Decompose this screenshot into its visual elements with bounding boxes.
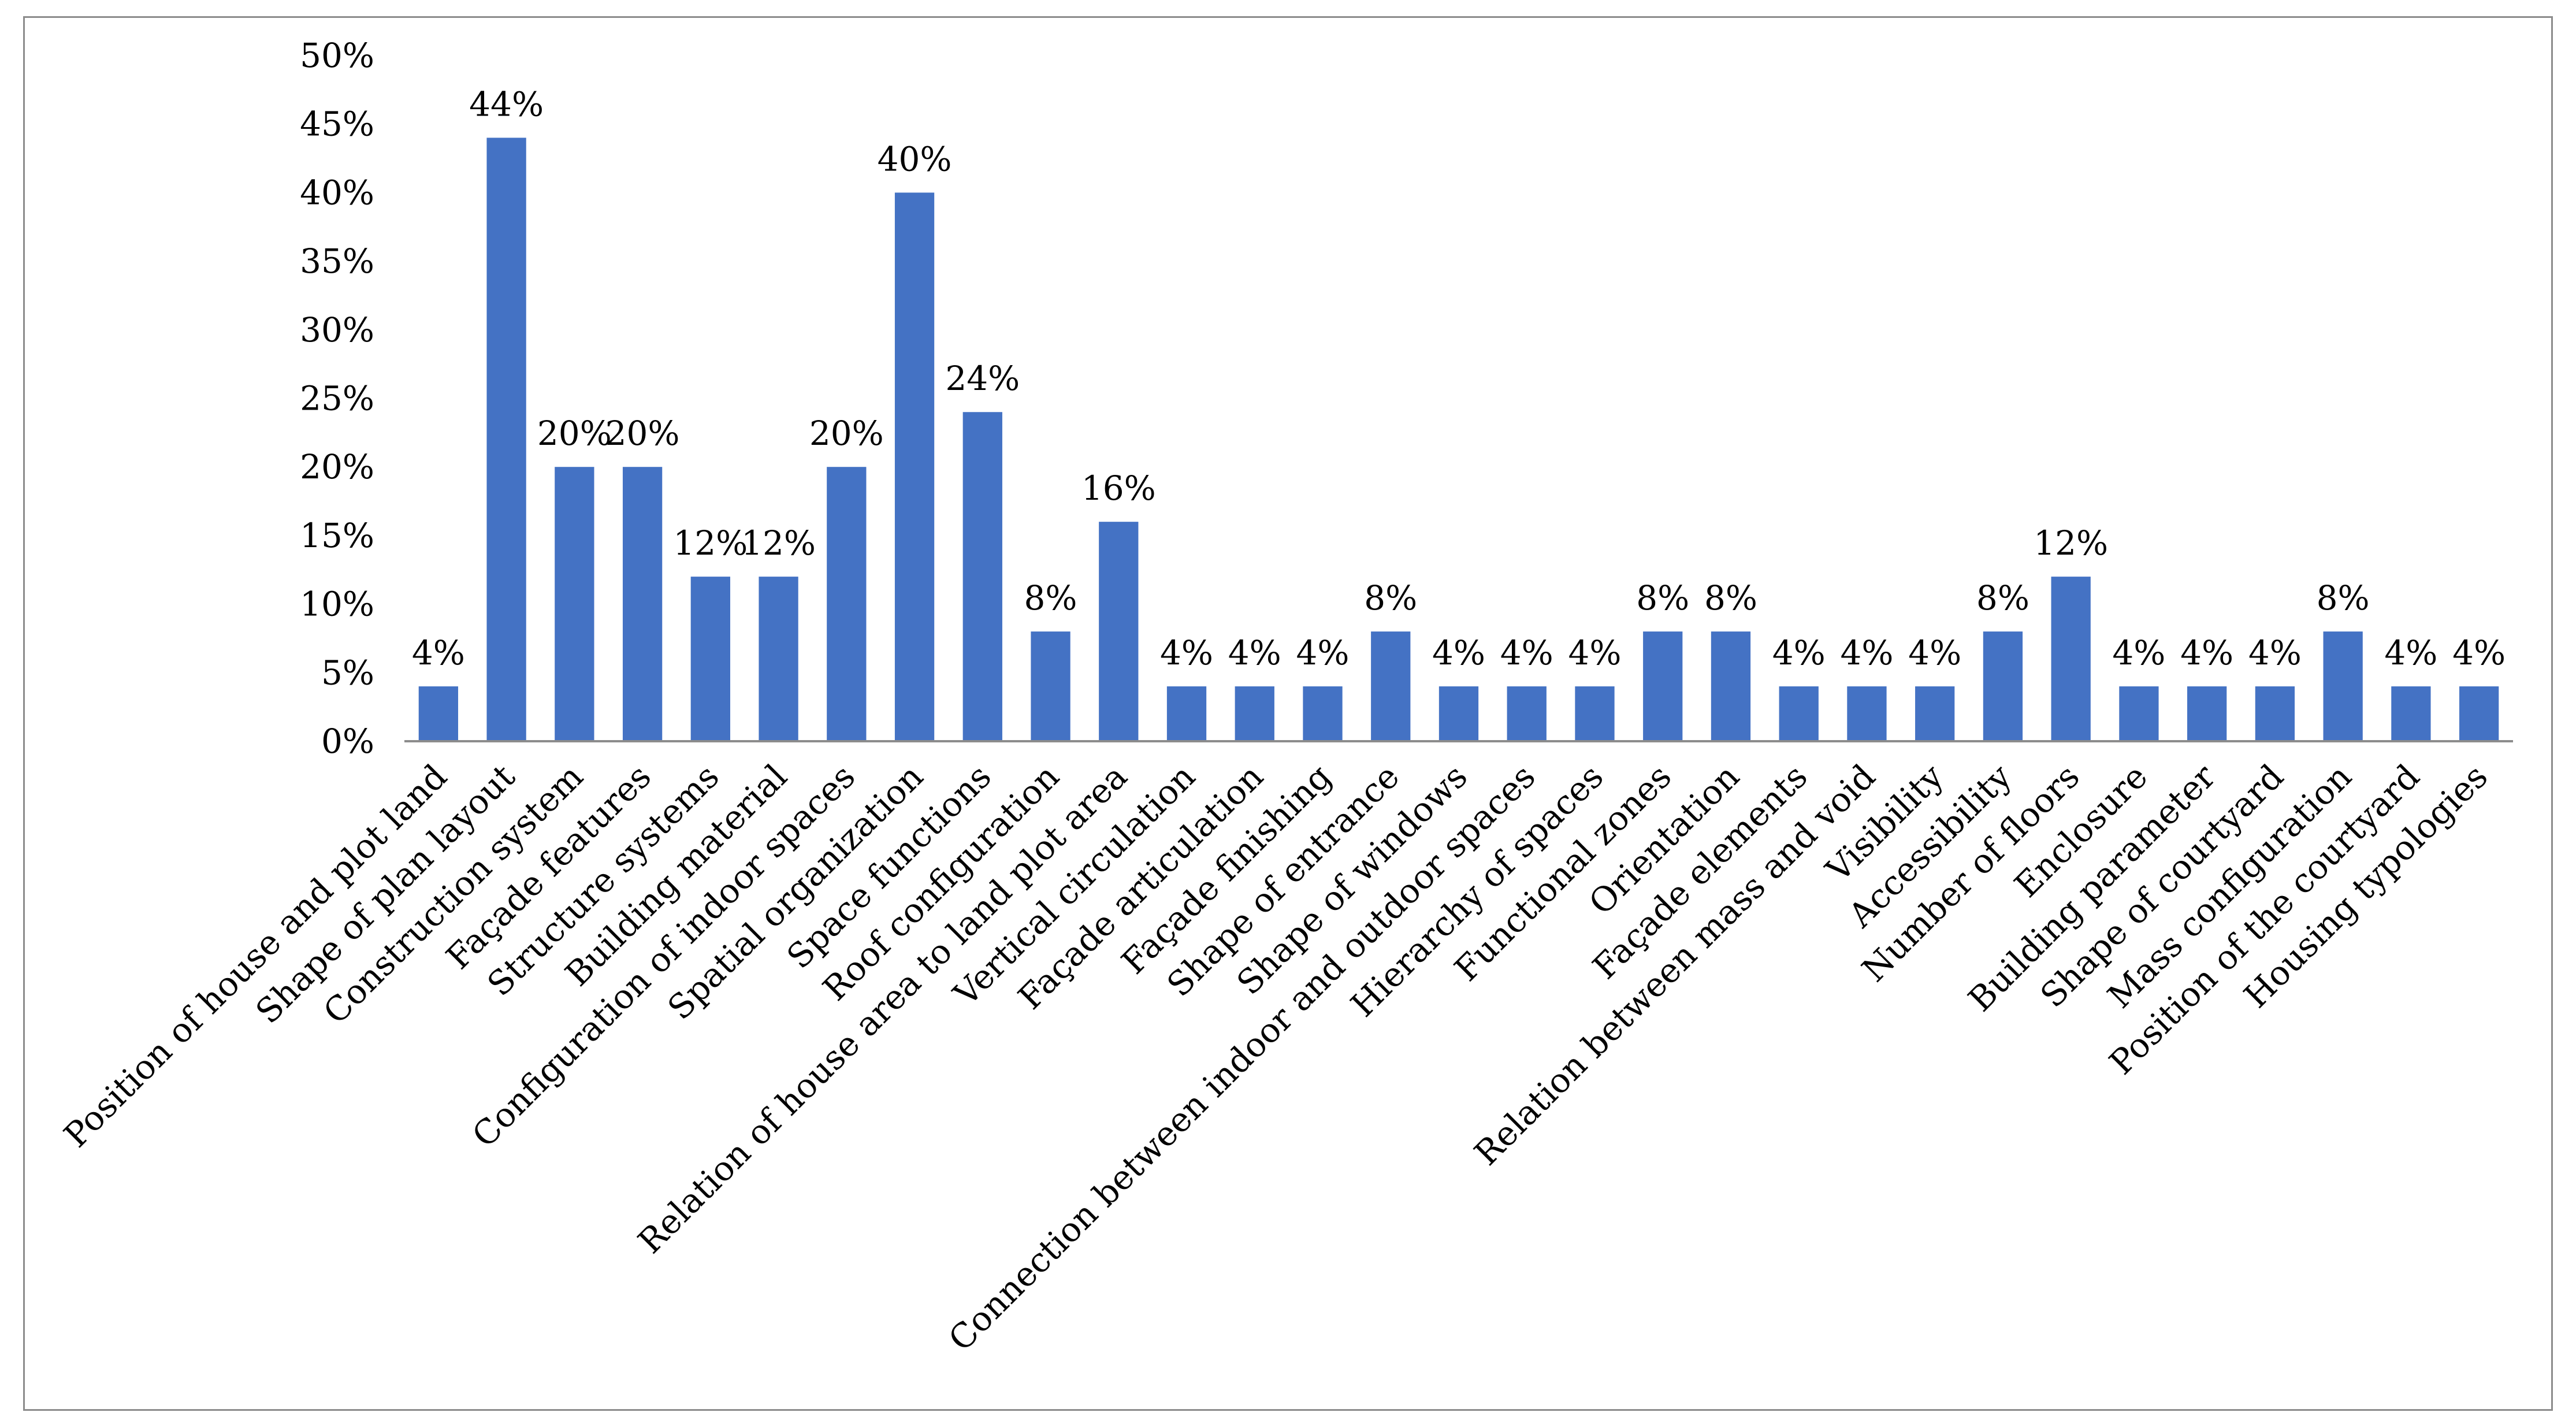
bar xyxy=(1779,686,1819,741)
data-label: 4% xyxy=(412,633,465,672)
bar xyxy=(1711,631,1751,741)
bar xyxy=(1847,686,1887,741)
bar xyxy=(690,577,730,741)
data-label: 4% xyxy=(2248,633,2302,672)
y-tick-label: 10% xyxy=(300,585,374,624)
bar xyxy=(1575,686,1615,741)
bar xyxy=(2323,631,2363,741)
bar xyxy=(1507,686,1547,741)
y-tick-label: 25% xyxy=(300,379,374,418)
data-label: 4% xyxy=(1228,633,1281,672)
bar xyxy=(759,577,798,741)
bar xyxy=(962,412,1002,741)
y-tick-label: 5% xyxy=(321,653,374,692)
data-label: 8% xyxy=(1024,578,1077,618)
data-label: 4% xyxy=(1500,633,1553,672)
data-label: 8% xyxy=(1976,578,2029,618)
bar xyxy=(2459,686,2499,741)
y-tick-label: 45% xyxy=(300,105,374,144)
data-label: 44% xyxy=(469,84,544,124)
y-tick-label: 30% xyxy=(300,310,374,350)
bar xyxy=(1371,631,1411,741)
bar xyxy=(1915,686,1955,741)
data-label: 4% xyxy=(1840,633,1893,672)
data-label: 4% xyxy=(1432,633,1485,672)
bar xyxy=(622,467,663,741)
data-label: 4% xyxy=(1160,633,1213,672)
bar xyxy=(2051,577,2091,741)
bar xyxy=(1983,631,2023,741)
data-label: 4% xyxy=(2452,633,2506,672)
data-label: 20% xyxy=(605,414,680,453)
bar xyxy=(1031,631,1070,741)
bar xyxy=(2391,686,2431,741)
y-tick-label: 35% xyxy=(300,241,374,281)
bar xyxy=(555,467,594,741)
bar xyxy=(2119,686,2159,741)
bar xyxy=(827,467,867,741)
data-label: 12% xyxy=(2034,523,2108,563)
y-axis-ticks: 0% 5% 10% 15% 20% 25% 30% 35% 40% 45% 50% xyxy=(300,36,374,761)
data-label: 20% xyxy=(809,414,884,453)
data-label: 12% xyxy=(741,523,816,563)
data-label: 4% xyxy=(1296,633,1350,672)
bar xyxy=(2187,686,2227,741)
data-label: 20% xyxy=(537,414,612,453)
data-label: 8% xyxy=(1364,578,1417,618)
data-label: 4% xyxy=(2180,633,2233,672)
data-label: 4% xyxy=(1568,633,1621,672)
data-label: 12% xyxy=(673,523,748,563)
y-tick-label: 15% xyxy=(300,516,374,555)
data-label: 24% xyxy=(945,359,1020,398)
bar xyxy=(1303,686,1343,741)
data-label: 40% xyxy=(878,139,952,179)
y-tick-label: 20% xyxy=(300,447,374,486)
data-label: 4% xyxy=(2384,633,2437,672)
bar xyxy=(2255,686,2295,741)
bar xyxy=(1438,686,1479,741)
data-label: 4% xyxy=(2112,633,2165,672)
data-labels: 4%44%20%20%12%12%20%40%24%8%16%4% 4% 4%8%4… xyxy=(412,84,2506,672)
data-label: 4% xyxy=(1908,633,1961,672)
bars xyxy=(418,138,2499,742)
data-label: 4% xyxy=(1772,633,1826,672)
y-tick-label: 50% xyxy=(300,36,374,75)
bar xyxy=(1166,686,1207,741)
data-label: 8% xyxy=(1704,578,1757,618)
data-label: 8% xyxy=(1636,578,1689,618)
bar xyxy=(486,138,526,742)
y-tick-label: 40% xyxy=(300,173,374,212)
y-tick-label: 0% xyxy=(321,722,374,761)
bar xyxy=(894,192,935,741)
data-label: 16% xyxy=(1081,469,1156,508)
bar xyxy=(1099,522,1139,741)
bar xyxy=(418,686,459,741)
data-label: 8% xyxy=(2317,578,2370,618)
bar xyxy=(1643,631,1683,741)
bar xyxy=(1235,686,1274,741)
